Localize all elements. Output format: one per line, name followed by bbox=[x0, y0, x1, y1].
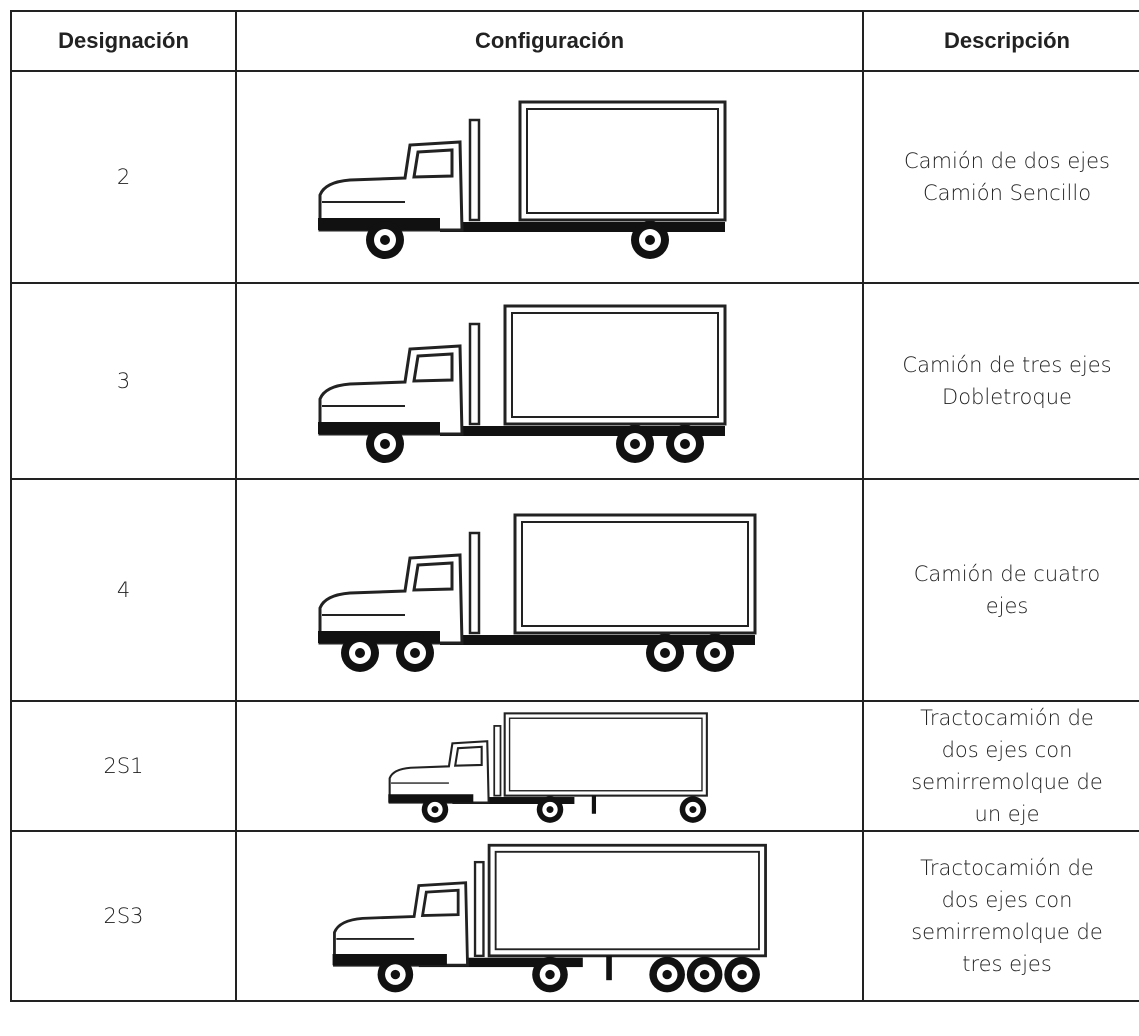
description-line: Tractocamión de bbox=[920, 856, 1094, 880]
wheel-hub bbox=[409, 647, 420, 658]
configuration-cell bbox=[235, 478, 864, 702]
wheel-hub bbox=[659, 647, 670, 658]
chassis bbox=[439, 634, 755, 645]
exhaust bbox=[468, 531, 480, 634]
cargo-box bbox=[513, 513, 756, 634]
wheel-hub bbox=[379, 438, 390, 449]
exhaust bbox=[492, 725, 501, 797]
description-line: dos ejes con bbox=[941, 738, 1073, 762]
designation-cell: 3 bbox=[10, 282, 237, 480]
cargo-box-inner bbox=[494, 850, 760, 951]
table-row: 2S3 Tractocamión de dos ejes con semirremol… bbox=[10, 830, 1139, 1002]
wheel-hub bbox=[736, 969, 747, 980]
configuration-cell bbox=[235, 700, 864, 832]
description-cell: Tractocamión de dos ejes con semirremolque… bbox=[862, 700, 1139, 832]
designation-cell: 2S1 bbox=[10, 700, 237, 832]
chassis bbox=[439, 221, 725, 232]
cargo-box-inner bbox=[510, 311, 719, 418]
table-row: 3 Camión de tres ejes Dobletroque bbox=[10, 282, 1139, 480]
wheel-hub bbox=[661, 969, 672, 980]
cargo-box bbox=[518, 100, 726, 221]
chassis bbox=[439, 425, 725, 436]
truck-illustration bbox=[317, 513, 756, 672]
exhaust bbox=[473, 860, 485, 957]
cargo-box bbox=[487, 843, 767, 958]
wheel-hub bbox=[644, 234, 655, 245]
description-cell: Camión de dos ejes Camión Sencillo bbox=[862, 70, 1139, 284]
cargo-box bbox=[503, 712, 708, 797]
truck-illustration bbox=[317, 304, 726, 463]
window bbox=[411, 351, 453, 383]
window bbox=[411, 560, 453, 592]
exhaust bbox=[468, 118, 480, 221]
wheel-hub bbox=[379, 234, 390, 245]
table-row: 2 Camión de dos ejes Camión Sencillo bbox=[10, 70, 1139, 284]
header-cell: Descripción bbox=[862, 10, 1139, 72]
table-row: 4 Camión de cuatro ejes bbox=[10, 478, 1139, 702]
cargo-box-inner bbox=[508, 717, 703, 792]
wheel-hub bbox=[709, 647, 720, 658]
truck-illustration bbox=[317, 100, 726, 259]
description-line: ejes bbox=[985, 594, 1029, 618]
description-line: Camión Sencillo bbox=[922, 181, 1092, 205]
description-cell: Camión de cuatro ejes bbox=[862, 478, 1139, 702]
chassis bbox=[418, 957, 583, 968]
designation-cell: 4 bbox=[10, 478, 237, 702]
description-line: Camión de cuatro bbox=[913, 562, 1101, 586]
description-cell: Tractocamión de dos ejes con semirremolque… bbox=[862, 830, 1139, 1002]
configuration-cell bbox=[235, 70, 864, 284]
truck-illustration bbox=[387, 712, 708, 823]
table-row: 2S1 Tractocamión de dos ejes con semirremol… bbox=[10, 700, 1139, 832]
description-line: Tractocamión de bbox=[920, 706, 1094, 730]
header-cell: Configuración bbox=[235, 10, 864, 72]
landing-gear bbox=[591, 795, 596, 814]
wheel-hub bbox=[544, 969, 555, 980]
wheel-hub bbox=[679, 438, 690, 449]
description-line: Dobletroque bbox=[942, 385, 1072, 409]
configuration-cell bbox=[235, 830, 864, 1002]
landing-gear bbox=[605, 955, 612, 981]
description-cell: Camión de tres ejes Dobletroque bbox=[862, 282, 1139, 480]
window bbox=[420, 888, 460, 917]
wheel-hub bbox=[699, 969, 709, 980]
description-line: un eje bbox=[974, 802, 1040, 826]
designation-cell: 2S3 bbox=[10, 830, 237, 1002]
cargo-box-inner bbox=[525, 107, 719, 214]
window bbox=[411, 147, 453, 179]
wheel-hub bbox=[354, 647, 365, 658]
header-row: Designación Configuración Descripción bbox=[10, 10, 1139, 72]
table-body: 2 Camión de dos ejes Camión Sencillo 3 Camió… bbox=[10, 70, 1139, 1002]
description-line: Camión de tres ejes bbox=[902, 353, 1112, 377]
wheel-hub bbox=[688, 806, 696, 814]
wheel-hub bbox=[390, 969, 400, 980]
configuration-cell bbox=[235, 282, 864, 480]
description-line: Camión de dos ejes bbox=[904, 149, 1110, 173]
description-line: semirremolque de bbox=[911, 770, 1103, 794]
wheel-hub bbox=[629, 438, 640, 449]
wheel-hub bbox=[430, 806, 438, 814]
wheel-hub bbox=[546, 806, 553, 814]
header-cell: Designación bbox=[10, 10, 237, 72]
designation-cell: 2 bbox=[10, 70, 237, 284]
window bbox=[453, 745, 483, 767]
chassis bbox=[451, 797, 574, 804]
description-line: tres ejes bbox=[962, 952, 1052, 976]
cargo-box-inner bbox=[520, 520, 749, 627]
description-line: dos ejes con bbox=[941, 888, 1073, 912]
cargo-box bbox=[503, 304, 726, 425]
exhaust bbox=[468, 322, 480, 425]
truck-illustration bbox=[332, 843, 767, 993]
description-line: semirremolque de bbox=[911, 920, 1103, 944]
